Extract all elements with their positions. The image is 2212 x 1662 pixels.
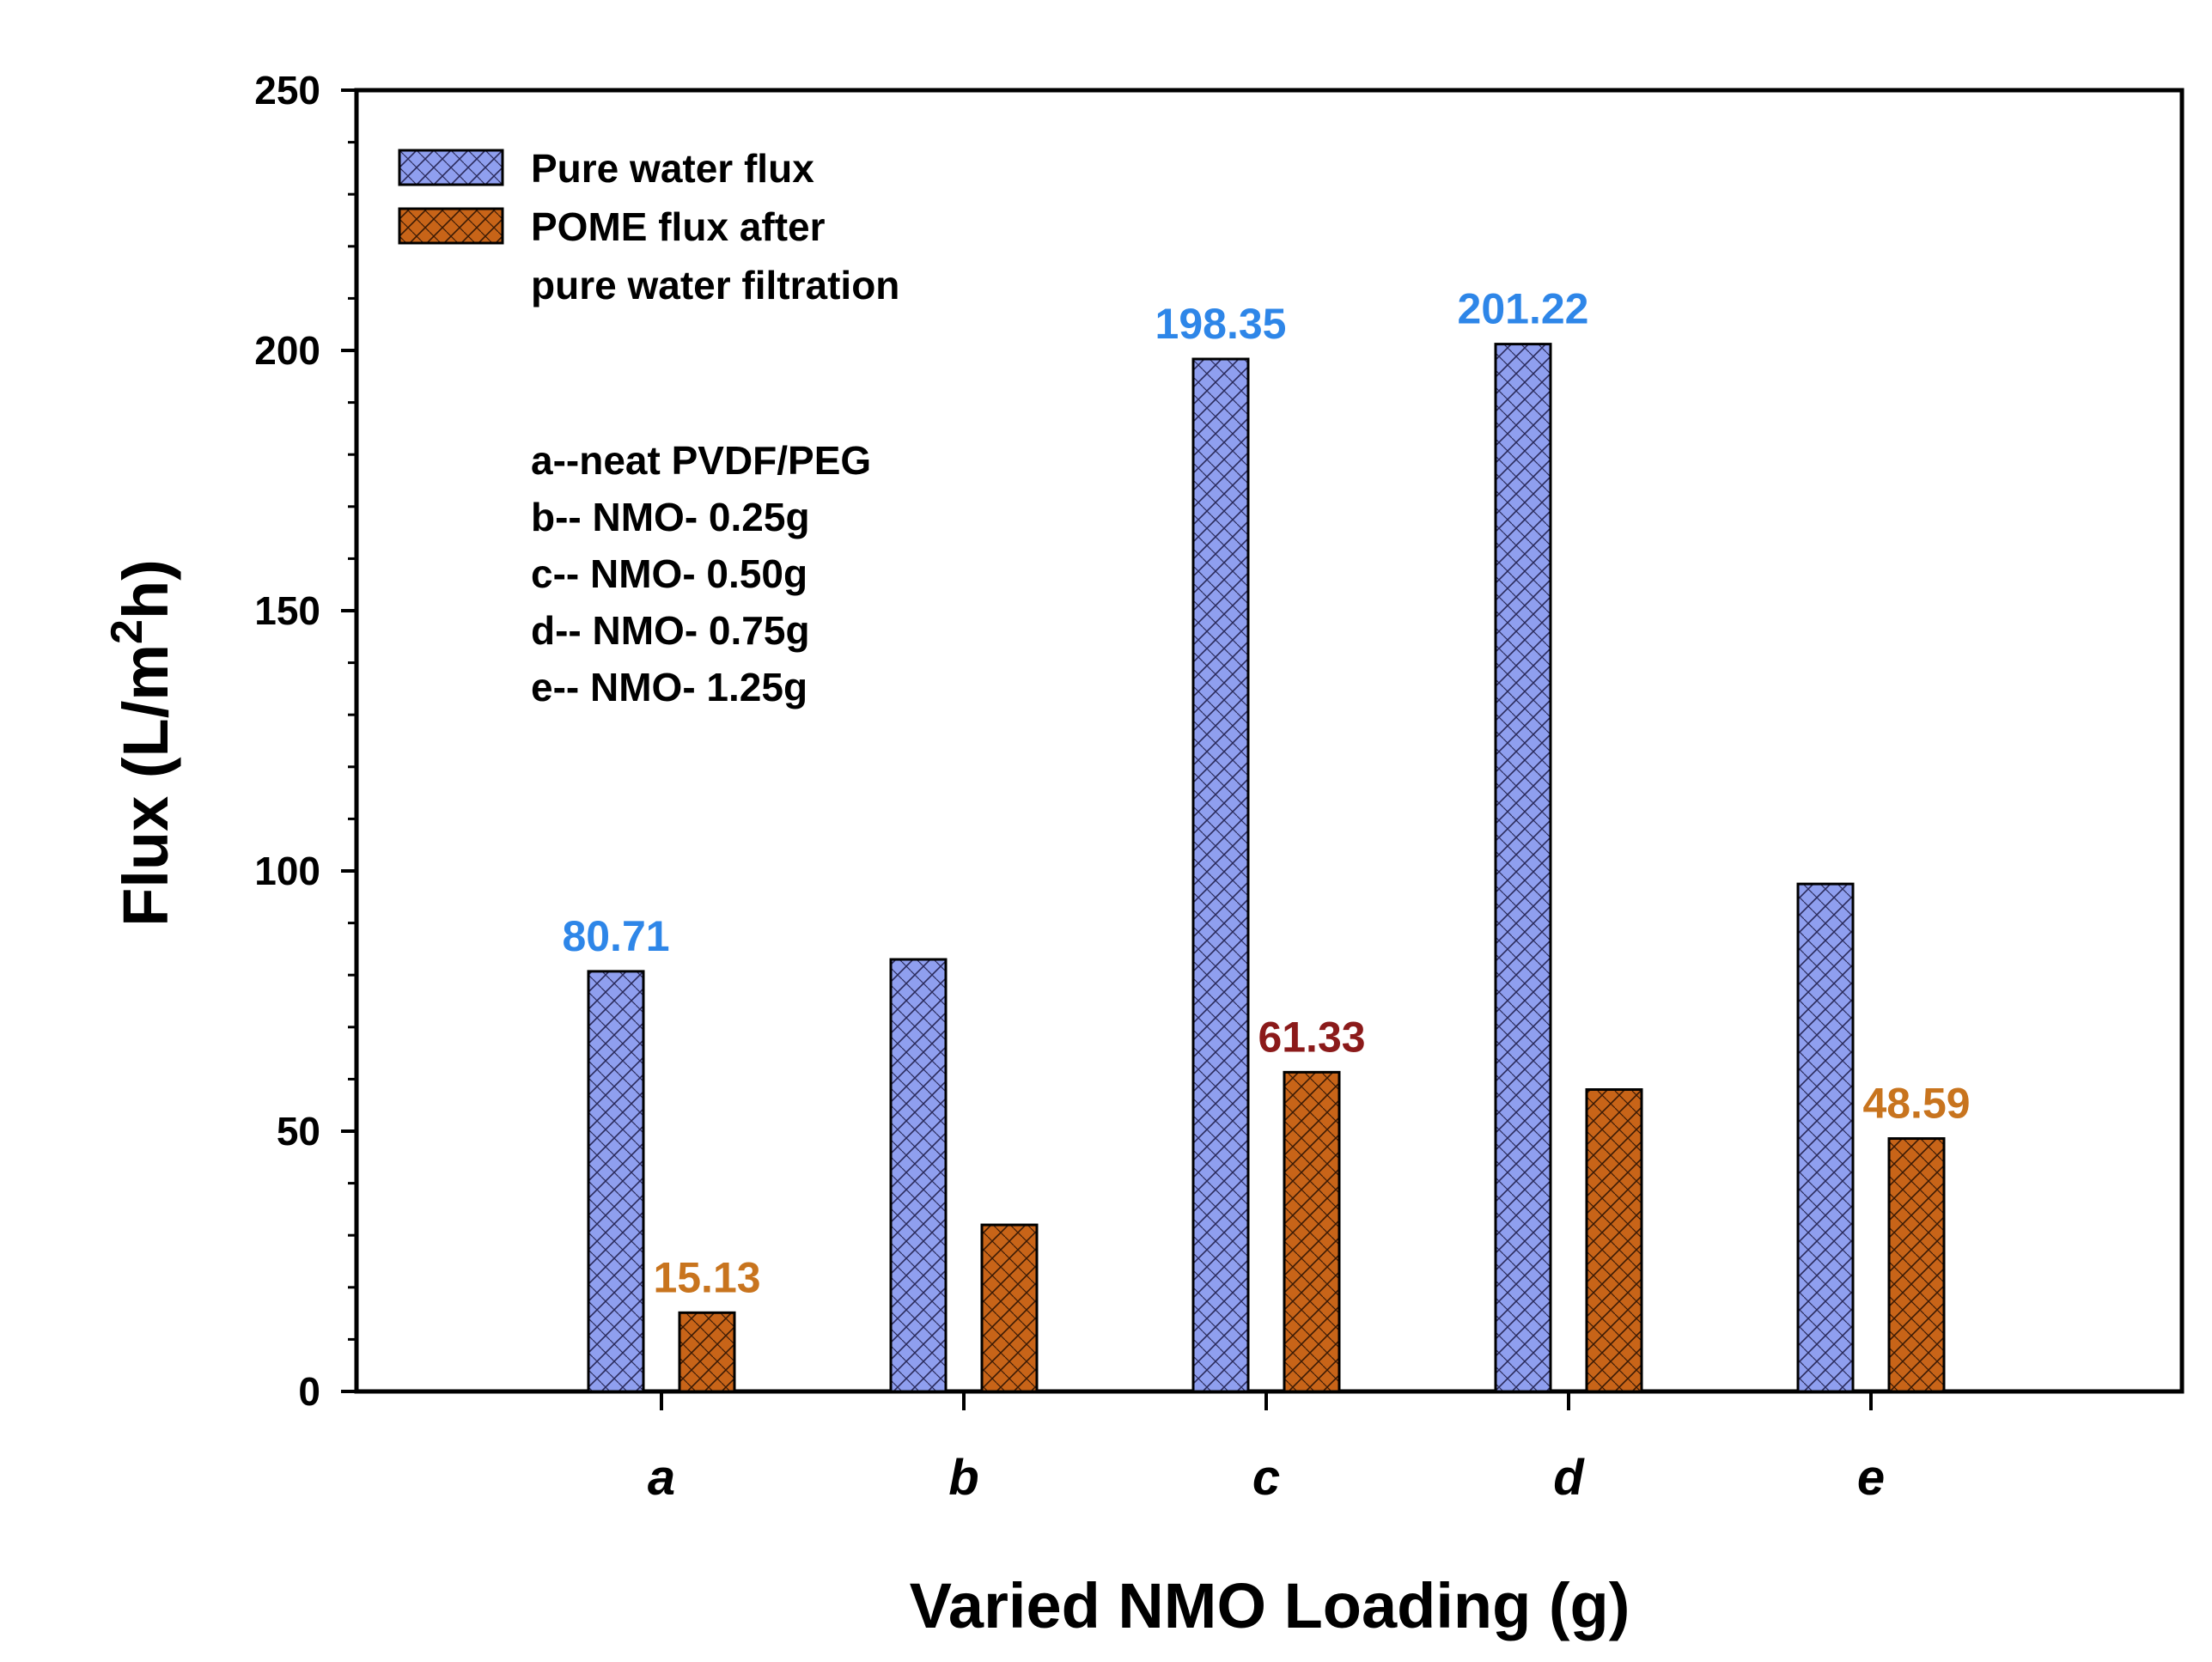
- legend-label-pome-line2: pure water filtration: [531, 263, 899, 307]
- x-tick-label-c: c: [1252, 1450, 1280, 1506]
- bars: [587, 343, 1946, 1393]
- bar-pure-water-d: [1494, 343, 1552, 1393]
- bar-pure-water-a: [587, 970, 645, 1393]
- legend-swatch-pure-water: [398, 149, 504, 186]
- y-axis-title-end: h): [110, 559, 181, 619]
- x-tick-label-a: a: [648, 1450, 675, 1506]
- x-tick-label-b: b: [948, 1450, 978, 1506]
- data-label-c-pure-water: 198.35: [1155, 300, 1287, 348]
- y-axis-ticks: 0 50 100 150 200 250: [254, 68, 356, 1414]
- legend-label-pome-line1: POME flux after: [531, 204, 826, 249]
- y-axis-title: Flux (L/m2h): [102, 559, 181, 927]
- x-tick-label-d: d: [1553, 1450, 1585, 1506]
- note-e: e-- NMO- 1.25g: [531, 665, 807, 709]
- bar-pure-water-c: [1191, 357, 1250, 1393]
- x-tick-label-e: e: [1857, 1450, 1885, 1506]
- legend: Pure water flux POME flux after pure wat…: [398, 146, 899, 307]
- data-label-a-pome: 15.13: [653, 1253, 760, 1301]
- bar-pure-water-b: [889, 958, 948, 1393]
- bar-pome-c: [1283, 1070, 1341, 1393]
- y-tick-label: 250: [254, 68, 320, 113]
- note-c: c-- NMO- 0.50g: [531, 551, 807, 596]
- y-axis-title-sup: 2: [102, 619, 152, 644]
- data-label-e-pome: 48.59: [1862, 1080, 1970, 1128]
- data-labels: 80.71 15.13 198.35 61.33 201.22 48.59: [562, 285, 1970, 1302]
- bar-pure-water-e: [1796, 882, 1855, 1393]
- y-tick-label: 150: [254, 588, 320, 633]
- legend-label-pure-water: Pure water flux: [531, 146, 814, 191]
- y-tick-label: 200: [254, 328, 320, 373]
- bar-pome-e: [1887, 1137, 1946, 1393]
- note-d: d-- NMO- 0.75g: [531, 608, 810, 653]
- data-label-c-pome: 61.33: [1258, 1013, 1365, 1061]
- legend-swatch-pome: [398, 207, 504, 245]
- plot-frame: [354, 88, 2185, 1394]
- note-b: b-- NMO- 0.25g: [531, 495, 810, 539]
- y-tick-label: 100: [254, 849, 320, 893]
- y-axis-title-main: Flux (L/m: [110, 644, 181, 927]
- bar-pome-a: [678, 1311, 736, 1393]
- y-tick-label: 0: [298, 1369, 320, 1414]
- bar-pome-d: [1585, 1088, 1643, 1393]
- y-tick-label: 50: [277, 1109, 320, 1154]
- bar-pome-b: [980, 1223, 1039, 1393]
- sample-notes: a--neat PVDF/PEG b-- NMO- 0.25g c-- NMO-…: [531, 438, 871, 709]
- note-a: a--neat PVDF/PEG: [531, 438, 871, 483]
- x-axis-title: Varied NMO Loading (g): [910, 1570, 1630, 1641]
- x-axis-ticks: a b c d e: [648, 1391, 1885, 1506]
- data-label-a-pure-water: 80.71: [562, 912, 669, 960]
- data-label-d-pure-water: 201.22: [1458, 285, 1589, 333]
